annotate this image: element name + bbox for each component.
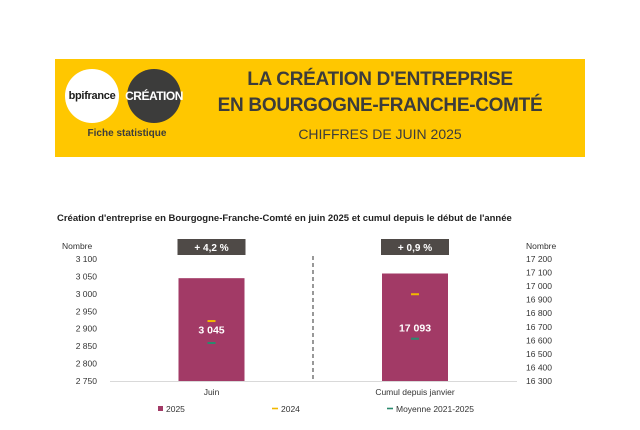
y-tick-label-right: 17 000 — [526, 281, 552, 291]
y-tick-label-left: 3 100 — [76, 254, 98, 264]
y-tick-label-left: 2 800 — [76, 359, 98, 369]
y-tick-label-right: 17 200 — [526, 254, 552, 264]
header-banner: bpifrance CRÉATION Fiche statistique LA … — [55, 59, 585, 157]
page-title-line1: LA CRÉATION D'ENTREPRISE — [247, 69, 513, 90]
title-block: LA CRÉATION D'ENTREPRISE EN BOURGOGNE-FR… — [195, 67, 565, 145]
bar-value-label: 3 045 — [198, 325, 224, 337]
change-badge-label: + 0,9 % — [398, 243, 432, 254]
change-badge — [381, 239, 449, 255]
legend-label: 2024 — [281, 404, 300, 414]
y-tick-label-left: 2 950 — [76, 306, 98, 316]
change-badge-label: + 4,2 % — [194, 243, 228, 254]
y-tick-label-right: 17 100 — [526, 268, 552, 278]
legend-label: Moyenne 2021-2025 — [396, 404, 474, 414]
y-tick-label-right: 16 500 — [526, 349, 552, 359]
x-category-label: Cumul depuis janvier — [375, 387, 455, 397]
chart-title: Création d'entreprise en Bourgogne-Franc… — [57, 213, 512, 224]
change-badge — [177, 239, 246, 255]
creation-logo: CRÉATION — [125, 69, 183, 123]
y-tick-label-left: 3 000 — [76, 289, 98, 299]
y-tick-label-right: 16 400 — [526, 362, 552, 372]
bar-value-label: 17 093 — [399, 322, 431, 334]
y-tick-label-right: 16 800 — [526, 308, 552, 318]
fiche-label: Fiche statistique — [87, 128, 167, 139]
y-tick-label-right: 16 700 — [526, 322, 552, 332]
y-tick-label-right: 16 300 — [526, 376, 552, 386]
legend-swatch-2025 — [158, 406, 163, 411]
y-tick-label-right: 16 600 — [526, 335, 552, 345]
legend-label: 2025 — [166, 404, 185, 414]
page-subtitle: CHIFFRES DE JUIN 2025 — [298, 126, 462, 142]
y-tick-label-left: 2 850 — [76, 341, 98, 351]
axis-title-left: Nombre — [62, 241, 93, 251]
bar-2025 — [178, 278, 245, 381]
bpifrance-logo: bpifrance — [65, 69, 119, 123]
y-tick-label-left: 2 750 — [76, 376, 98, 386]
x-category-label: Juin — [204, 387, 220, 397]
y-tick-label-right: 16 900 — [526, 295, 552, 305]
y-tick-label-left: 3 050 — [76, 271, 98, 281]
axis-title-right: Nombre — [526, 241, 557, 251]
bar-2025 — [382, 273, 448, 381]
page-title-line2: EN BOURGOGNE-FRANCHE-COMTÉ — [217, 95, 543, 116]
y-tick-label-left: 2 900 — [76, 324, 98, 334]
